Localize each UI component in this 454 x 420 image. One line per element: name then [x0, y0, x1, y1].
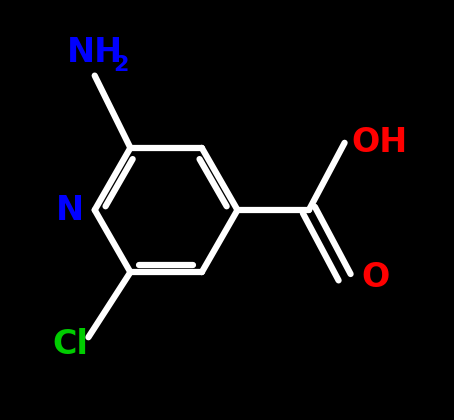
Text: NH: NH	[67, 36, 123, 69]
Text: OH: OH	[351, 126, 407, 159]
Text: O: O	[361, 261, 390, 294]
Text: 2: 2	[114, 55, 129, 75]
Text: Cl: Cl	[53, 328, 89, 361]
Text: N: N	[55, 194, 84, 226]
